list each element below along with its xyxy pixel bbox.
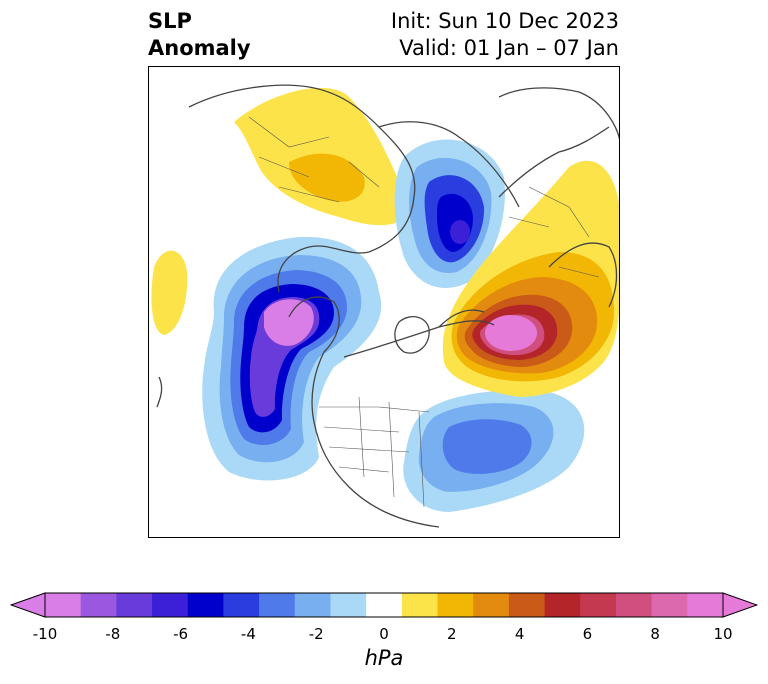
- init-date: Init: Sun 10 Dec 2023: [390, 9, 619, 33]
- political-borders: [248, 116, 600, 508]
- variable-name: SLP: [148, 9, 192, 33]
- colorbar-tick-label: 4: [514, 625, 525, 643]
- colorbar-segment: [651, 593, 688, 617]
- colorbar-segment: [544, 593, 581, 617]
- colorbar-tick-label: 2: [447, 625, 457, 643]
- colorbar: [10, 592, 758, 618]
- colorbar-segment: [80, 593, 117, 617]
- colorbar-tick-label: -8: [105, 625, 121, 643]
- colorbar-segment: [473, 593, 510, 617]
- forecast-dates: Init: Sun 10 Dec 2023 Valid: 01 Jan – 07…: [391, 8, 619, 62]
- colorbar-segment: [187, 593, 224, 617]
- colorbar-segment: [687, 593, 724, 617]
- colorbar-segment: [259, 593, 296, 617]
- colorbar-tick-label: -2: [308, 625, 324, 643]
- anomaly-map-canvas: [151, 84, 619, 528]
- colorbar-tick-label: -4: [240, 625, 256, 643]
- colorbar-tick-label: 10: [713, 625, 733, 643]
- colorbar-segment: [116, 593, 153, 617]
- colorbar-segment: [615, 593, 653, 617]
- colorbar-segment: [152, 593, 189, 617]
- variable-qualifier: Anomaly: [148, 36, 251, 60]
- colorbar-segment: [45, 593, 82, 617]
- colorbar-extend-min: [10, 592, 46, 618]
- colorbar-segment: [401, 593, 439, 617]
- colorbar-segment: [437, 593, 474, 617]
- positive-anomaly-pacific-west: [151, 250, 188, 335]
- colorbar-tick-label: 6: [582, 625, 593, 643]
- colorbar-tick-label: -10: [32, 625, 58, 643]
- colorbar-tick-label: 0: [379, 625, 389, 643]
- colorbar-tick-label: 8: [650, 625, 660, 643]
- negative-anomaly-atlantic: [403, 390, 585, 512]
- coastlines: [156, 84, 619, 528]
- colorbar-segment: [366, 593, 403, 617]
- colorbar-tick-label: -6: [173, 625, 189, 643]
- colorbar-segment: [330, 593, 367, 617]
- colorbar-units: hPa: [364, 646, 404, 670]
- valid-range: Valid: 01 Jan – 07 Jan: [399, 36, 619, 60]
- negative-anomaly-arctic: [394, 139, 505, 288]
- colorbar-segment: [508, 593, 546, 617]
- anomaly-map: [148, 66, 620, 538]
- map-title: SLP Anomaly: [148, 8, 251, 62]
- colorbar-segment: [294, 593, 331, 617]
- colorbar-extend-max: [722, 592, 758, 618]
- positive-anomaly-asia: [234, 87, 409, 226]
- positive-anomaly-eurasia: [442, 160, 619, 397]
- colorbar-segment: [223, 593, 260, 617]
- negative-anomaly-north-pacific: [202, 236, 382, 481]
- colorbar-segment: [580, 593, 617, 617]
- colorbar-border: [44, 592, 724, 618]
